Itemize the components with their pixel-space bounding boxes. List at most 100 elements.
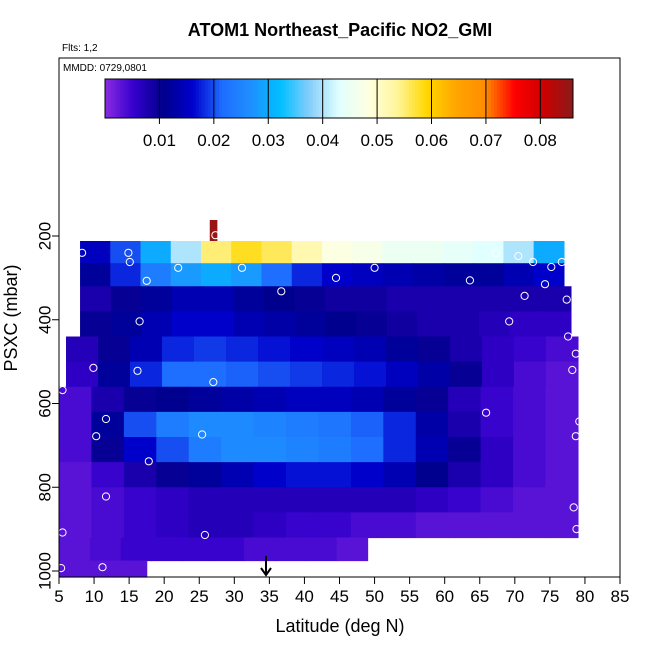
heatmap-cell — [533, 241, 565, 264]
y-tick-label: 400 — [36, 306, 55, 334]
y-tick-label: 1000 — [36, 552, 55, 590]
heatmap-cell — [294, 311, 327, 338]
heatmap-cell — [253, 487, 287, 513]
heatmap-cell — [156, 386, 190, 413]
heatmap-cell — [130, 361, 163, 388]
colorbar-segment — [315, 79, 320, 118]
x-tick-label: 75 — [540, 587, 559, 606]
heatmap-cell — [478, 311, 511, 338]
colorbar-segment — [362, 79, 366, 118]
colorbar-segment — [260, 79, 264, 118]
heatmap-cell — [503, 263, 535, 287]
colorbar-segment — [181, 79, 185, 118]
x-tick-label: 85 — [611, 587, 630, 606]
observation-point — [540, 280, 550, 289]
colorbar-segment — [160, 79, 164, 118]
colorbar-segment — [488, 79, 492, 118]
colorbar-segment — [122, 79, 126, 118]
y-axis-label: PSXC (mbar) — [1, 264, 21, 371]
observation-point — [575, 417, 584, 426]
colorbar-segment — [166, 79, 170, 118]
colorbar-segment — [140, 79, 144, 118]
heatmap-cell — [213, 537, 245, 562]
heatmap-cell — [383, 487, 417, 513]
colorbar-segment — [558, 79, 562, 118]
heatmap-cell — [289, 336, 323, 363]
x-tick-label: 35 — [260, 587, 279, 606]
colorbar-segment — [198, 79, 203, 118]
observation-point — [133, 366, 142, 375]
heatmap-cell — [221, 437, 255, 463]
colorbar-segment — [134, 79, 138, 118]
heatmap-cell — [321, 263, 353, 287]
heatmap-cell — [291, 263, 323, 287]
heatmap-cell — [513, 437, 547, 463]
colorbar-segment — [409, 79, 413, 118]
colorbar-segment — [286, 79, 290, 118]
heatmap-cell — [321, 361, 355, 388]
observation-point — [482, 408, 491, 417]
heatmap-cell — [545, 386, 579, 413]
heatmap-cell — [383, 512, 417, 539]
colorbar-segment — [517, 79, 521, 118]
colorbar-segment — [295, 79, 299, 118]
colorbar-segment — [520, 79, 524, 118]
heatmap-cell — [172, 311, 204, 338]
colorbar-segment — [555, 79, 559, 118]
x-tick-label: 55 — [400, 587, 419, 606]
heatmap-cell — [289, 361, 323, 388]
colorbar-segment — [447, 79, 451, 118]
colorbar-segment — [192, 79, 197, 118]
colorbar-segment — [318, 79, 322, 118]
colorbar-segment — [219, 79, 223, 118]
heatmap-cell — [120, 537, 153, 562]
colorbar-segment — [388, 79, 393, 118]
heatmap-cell — [448, 437, 482, 463]
colorbar-segment — [435, 79, 439, 118]
colorbar-segment — [143, 79, 147, 118]
colorbar-segment — [324, 79, 328, 118]
heatmap-cell — [350, 512, 384, 539]
heatmap-cell — [233, 286, 265, 312]
colorbar-segment — [485, 79, 489, 118]
heatmap-cell — [80, 286, 112, 312]
colorbar-segment — [201, 79, 205, 118]
heatmap-cell — [286, 487, 320, 513]
heatmap-cell — [66, 361, 99, 388]
heatmap-cell — [286, 411, 320, 438]
observation-point — [370, 263, 379, 272]
observation-markers — [57, 231, 584, 573]
heatmap-cell — [59, 411, 93, 438]
colorbar-segment — [309, 79, 314, 118]
heatmap-cell — [286, 386, 320, 413]
chart-title: ATOM1 Northeast_Pacific NO2_GMI — [188, 20, 492, 40]
heatmap-cell — [80, 241, 111, 264]
heatmap-cell — [59, 487, 93, 513]
observation-point — [198, 430, 207, 439]
heatmap-cell — [350, 437, 384, 463]
colorbar-segment — [105, 79, 109, 118]
y-tick-label: 200 — [36, 222, 55, 250]
colorbar-segment — [464, 79, 469, 118]
colorbar-segment — [145, 79, 150, 118]
heatmap-cell — [325, 311, 357, 338]
heatmap-cell — [231, 263, 263, 287]
heatmap-cell — [478, 286, 511, 312]
colorbar-segment — [172, 79, 176, 118]
heatmap-cell — [123, 487, 157, 513]
colorbar-segment — [336, 79, 340, 118]
heatmap-cell — [448, 487, 482, 513]
heatmap-cell — [117, 560, 148, 578]
y-tick-label: 600 — [36, 389, 55, 417]
colorbar-segment — [245, 79, 249, 118]
heatmap-cell — [325, 286, 357, 312]
colorbar-tick-label: 0.04 — [306, 131, 339, 150]
colorbar-segment — [151, 79, 156, 118]
heatmap-cell — [140, 263, 172, 287]
observation-point — [571, 432, 580, 441]
x-tick-label: 20 — [155, 587, 174, 606]
colorbar-segment — [330, 79, 334, 118]
observation-point — [571, 349, 580, 358]
colorbar-segment — [368, 79, 372, 118]
heatmap-cell — [385, 336, 419, 363]
